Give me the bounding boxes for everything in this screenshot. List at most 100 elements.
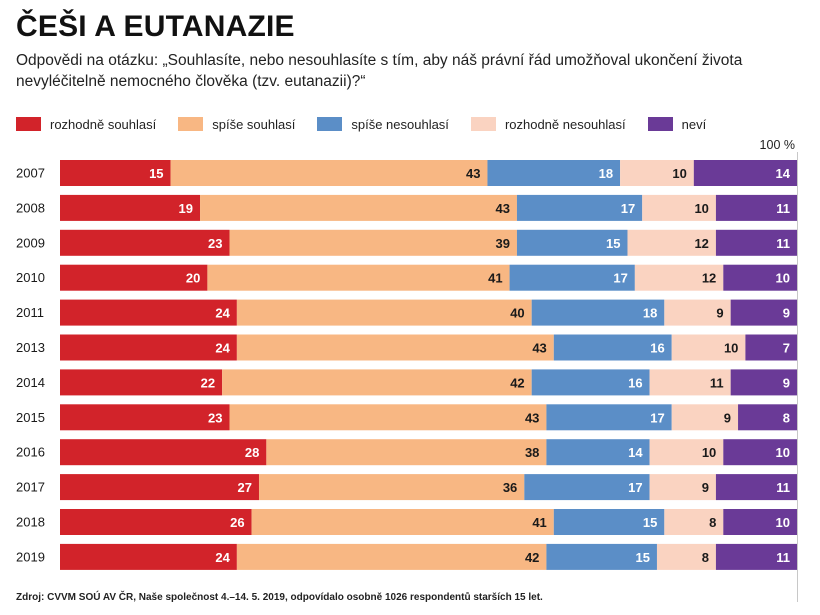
bar-segment xyxy=(531,299,665,326)
data-label: 14 xyxy=(776,166,791,181)
bar-segment xyxy=(60,543,237,570)
bar-segment xyxy=(266,439,547,466)
data-label: 16 xyxy=(650,341,664,356)
data-label: 43 xyxy=(532,341,546,356)
bar-segment xyxy=(60,264,208,291)
bar-segment xyxy=(745,334,797,361)
data-label: 11 xyxy=(710,375,724,390)
bar-segment xyxy=(516,194,643,221)
data-label: 11 xyxy=(776,550,790,565)
data-label: 19 xyxy=(179,201,193,216)
chart-subtitle: Odpovědi na otázku: „Souhlasíte, nebo ne… xyxy=(16,52,743,90)
data-label: 36 xyxy=(503,480,517,495)
legend-label: neví xyxy=(681,116,707,132)
data-label: 8 xyxy=(783,410,790,425)
data-label: 12 xyxy=(694,236,708,251)
data-label: 17 xyxy=(621,201,635,216)
data-label: 9 xyxy=(783,306,790,321)
data-label: 43 xyxy=(495,201,509,216)
bar-segment xyxy=(715,543,797,570)
bar-segment xyxy=(60,334,237,361)
bar-segment xyxy=(664,509,724,535)
data-label: 23 xyxy=(208,236,222,251)
legend: rozhodně souhlasí spíše souhlasí spíše n… xyxy=(16,114,728,134)
data-label: 24 xyxy=(215,550,230,565)
data-label: 40 xyxy=(510,306,524,321)
bar-segment xyxy=(730,299,797,326)
scale-100-line xyxy=(797,152,798,602)
bar-segment xyxy=(60,194,201,221)
data-label: 11 xyxy=(776,480,790,495)
data-label: 10 xyxy=(724,341,738,356)
bar-segment xyxy=(60,439,267,466)
bar-segment xyxy=(723,264,797,291)
bar-segment xyxy=(251,509,554,535)
bar-segment xyxy=(60,404,230,431)
bar-segment xyxy=(236,543,547,570)
data-label: 11 xyxy=(776,201,790,216)
legend-label: rozhodně souhlasí xyxy=(50,116,157,132)
bar-segment xyxy=(671,334,746,361)
year-label: 2018 xyxy=(16,515,45,530)
bar-segment xyxy=(546,543,657,570)
data-label: 17 xyxy=(628,480,642,495)
bar-segment xyxy=(258,474,525,501)
legend-item-rozhodne-souhlasi: rozhodně souhlasí xyxy=(16,117,156,132)
year-label: 2011 xyxy=(16,305,44,320)
data-label: 8 xyxy=(702,550,709,565)
legend-item-spise-souhlasi: spíše souhlasí xyxy=(178,117,295,132)
bar-segment xyxy=(60,299,237,326)
bar-segment xyxy=(715,474,797,501)
bar-segment xyxy=(509,264,635,291)
data-label: 17 xyxy=(650,410,664,425)
bar-segment xyxy=(627,229,716,256)
data-label: 10 xyxy=(672,166,686,181)
bar-segment xyxy=(715,194,797,221)
data-label: 23 xyxy=(208,410,222,425)
bar-segment xyxy=(546,439,650,466)
data-label: 24 xyxy=(215,306,230,321)
year-label: 2008 xyxy=(16,200,45,215)
data-label: 8 xyxy=(709,515,716,530)
data-label: 14 xyxy=(628,445,643,460)
legend-swatch xyxy=(16,117,41,131)
legend-label: spíše souhlasí xyxy=(212,116,296,132)
bar-segment xyxy=(236,299,532,326)
data-label: 15 xyxy=(643,515,657,530)
legend-item-rozhodne-nesouhlasi: rozhodně nesouhlasí xyxy=(470,116,626,132)
bar-segment xyxy=(634,264,724,291)
bar-segment xyxy=(546,404,672,431)
data-label: 41 xyxy=(532,515,546,530)
data-label: 18 xyxy=(643,306,657,321)
data-label: 27 xyxy=(238,480,252,495)
legend-item-nevi: neví xyxy=(647,116,707,132)
bar-segment xyxy=(524,474,650,501)
bar-segment xyxy=(487,160,621,186)
bar-segment xyxy=(553,334,672,361)
bar-segment xyxy=(60,229,230,256)
year-label: 2010 xyxy=(16,270,45,285)
bar-segment xyxy=(649,474,716,501)
bar-segment xyxy=(229,229,517,256)
bar-segment xyxy=(170,160,488,186)
data-label: 42 xyxy=(510,375,524,390)
bar-segment xyxy=(730,369,797,396)
data-label: 15 xyxy=(149,166,163,181)
data-label: 39 xyxy=(495,236,509,251)
bar-segment xyxy=(60,509,252,535)
bar-segment xyxy=(642,194,716,221)
year-label: 2009 xyxy=(16,235,45,250)
bar-segment xyxy=(531,369,650,396)
data-label: 10 xyxy=(702,445,716,460)
source-note: Zdroj: CVVM SOÚ AV ČR, Naše společnost 4… xyxy=(16,592,543,603)
data-label: 9 xyxy=(716,306,723,321)
legend-label: rozhodně nesouhlasí xyxy=(504,116,626,132)
data-label: 16 xyxy=(628,375,642,390)
data-label: 10 xyxy=(776,445,790,460)
data-label: 26 xyxy=(230,515,244,530)
bar-segment xyxy=(664,299,731,326)
data-label: 9 xyxy=(702,480,709,495)
bar-segment xyxy=(222,369,532,396)
data-label: 42 xyxy=(525,550,539,565)
bar-segment xyxy=(229,404,547,431)
